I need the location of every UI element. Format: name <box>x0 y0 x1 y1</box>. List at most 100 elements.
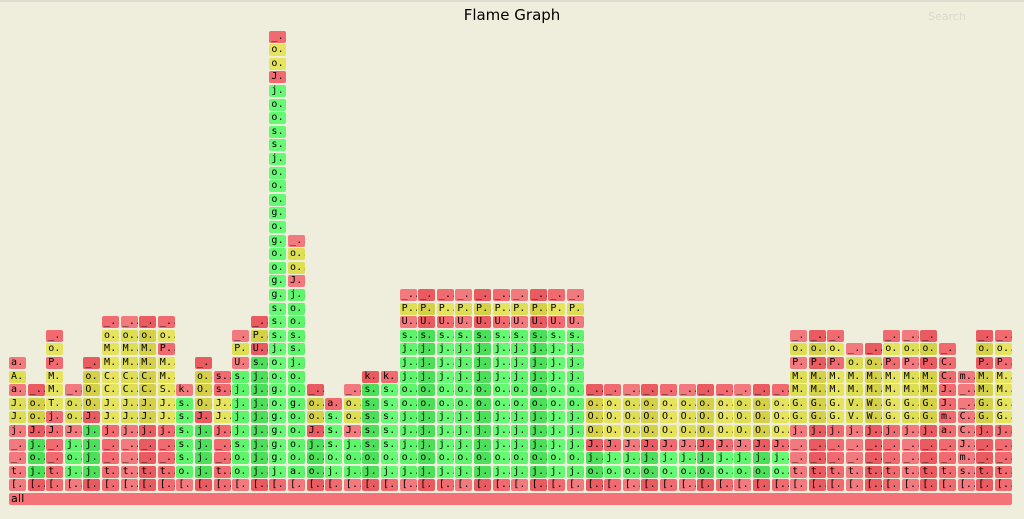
frame[interactable]: j.. <box>548 438 566 451</box>
frame[interactable]: o.. <box>660 397 677 410</box>
frame[interactable]: O.. <box>622 411 640 424</box>
frame[interactable]: _.. <box>474 289 491 301</box>
frame[interactable]: O.. <box>753 411 770 424</box>
frame[interactable]: J.. <box>120 411 138 424</box>
frame[interactable]: o.. <box>381 452 398 465</box>
frame[interactable]: _.. <box>250 316 268 329</box>
frame[interactable]: M.. <box>102 343 119 356</box>
frame[interactable]: _.. <box>660 384 677 397</box>
frame[interactable]: _.. <box>994 438 1012 451</box>
frame[interactable]: U.. <box>418 316 436 329</box>
frame[interactable]: M.. <box>827 370 845 383</box>
frame[interactable]: j.. <box>9 425 26 437</box>
frame[interactable]: _.. <box>232 329 250 342</box>
frame[interactable]: o.. <box>288 302 305 315</box>
frame[interactable]: C.. <box>120 370 138 383</box>
frame[interactable]: t.. <box>120 465 138 478</box>
frame[interactable]: _.. <box>529 289 547 301</box>
frame[interactable]: j.. <box>83 452 101 465</box>
frame[interactable]: [.. <box>529 479 547 492</box>
frame[interactable]: o.. <box>306 397 324 410</box>
frame[interactable]: O.. <box>734 411 752 424</box>
frame[interactable]: _.. <box>120 438 138 451</box>
frame[interactable]: M.. <box>157 370 175 383</box>
frame[interactable]: J.. <box>343 425 361 437</box>
frame[interactable]: _.. <box>157 438 175 451</box>
frame[interactable]: s.. <box>325 425 343 437</box>
frame[interactable]: s.. <box>325 438 343 451</box>
frame[interactable]: [.. <box>604 479 622 492</box>
frame[interactable]: j.. <box>678 452 696 465</box>
frame[interactable]: O.. <box>604 411 622 424</box>
frame[interactable]: [.. <box>808 479 826 492</box>
frame[interactable]: P.. <box>883 357 901 369</box>
search-button[interactable]: Search <box>928 10 966 23</box>
frame[interactable]: t.. <box>994 465 1012 478</box>
frame[interactable]: j.. <box>529 370 547 383</box>
frame[interactable]: J.. <box>641 438 659 451</box>
frame[interactable]: s.. <box>529 329 547 342</box>
frame[interactable]: _.. <box>846 343 863 356</box>
frame[interactable]: G.. <box>827 397 845 410</box>
frame[interactable]: _.. <box>64 384 82 397</box>
frame[interactable]: s.. <box>176 425 194 437</box>
frame[interactable]: o.. <box>790 343 808 356</box>
frame[interactable]: O.. <box>678 425 696 437</box>
frame[interactable]: j.. <box>474 425 491 437</box>
frame[interactable]: j.. <box>418 425 436 437</box>
frame[interactable]: O.. <box>622 425 640 437</box>
frame[interactable]: j.. <box>864 425 882 437</box>
frame[interactable]: o.. <box>325 452 343 465</box>
frame[interactable]: V.. <box>846 411 863 424</box>
frame[interactable]: o.. <box>27 411 45 424</box>
frame[interactable]: s.. <box>455 329 473 342</box>
frame[interactable]: _.. <box>157 452 175 465</box>
frame[interactable]: o.. <box>306 452 324 465</box>
frame[interactable]: P.. <box>399 302 417 315</box>
frame[interactable]: C.. <box>139 384 157 397</box>
frame[interactable]: j.. <box>976 425 994 437</box>
frame[interactable]: M.. <box>846 370 863 383</box>
frame[interactable]: O.. <box>585 411 603 424</box>
frame[interactable]: M.. <box>976 370 994 383</box>
frame[interactable]: J.. <box>195 411 212 424</box>
frame[interactable]: G.. <box>976 411 994 424</box>
frame[interactable]: o.. <box>269 112 287 125</box>
frame[interactable]: _.. <box>399 289 417 301</box>
frame[interactable]: o.. <box>269 357 287 369</box>
frame[interactable]: g.. <box>288 397 305 410</box>
frame[interactable]: o.. <box>269 44 287 57</box>
frame[interactable]: j.. <box>548 357 566 369</box>
frame[interactable]: o.. <box>418 452 436 465</box>
frame[interactable]: s.. <box>176 438 194 451</box>
frame[interactable]: s.. <box>957 465 975 478</box>
frame[interactable]: o.. <box>64 411 82 424</box>
frame[interactable]: o.. <box>399 397 417 410</box>
frame[interactable]: _.. <box>734 384 752 397</box>
frame[interactable]: j.. <box>567 425 584 437</box>
frame[interactable]: o.. <box>288 316 305 329</box>
frame[interactable]: _.. <box>976 329 994 342</box>
frame[interactable]: t.. <box>213 465 231 478</box>
frame[interactable]: _.. <box>102 438 119 451</box>
frame[interactable]: j.. <box>474 411 491 424</box>
frame[interactable]: j.. <box>790 425 808 437</box>
frame[interactable]: s.. <box>381 397 398 410</box>
frame[interactable]: s.. <box>176 411 194 424</box>
frame[interactable]: j.. <box>64 438 82 451</box>
frame[interactable]: t.. <box>139 465 157 478</box>
frame[interactable]: s.. <box>418 329 436 342</box>
frame[interactable]: _.. <box>753 384 770 397</box>
frame[interactable]: g.. <box>269 425 287 437</box>
frame[interactable]: _.. <box>213 438 231 451</box>
frame[interactable]: o.. <box>139 329 157 342</box>
frame[interactable]: C.. <box>120 384 138 397</box>
frame[interactable]: g.. <box>269 289 287 301</box>
frame[interactable]: O.. <box>697 411 715 424</box>
frame[interactable]: [.. <box>436 479 454 492</box>
frame[interactable]: o.. <box>288 411 305 424</box>
frame[interactable]: J.. <box>660 438 677 451</box>
frame[interactable]: U.. <box>474 316 491 329</box>
frame[interactable]: m.. <box>939 411 956 424</box>
frame[interactable]: _.. <box>920 438 938 451</box>
